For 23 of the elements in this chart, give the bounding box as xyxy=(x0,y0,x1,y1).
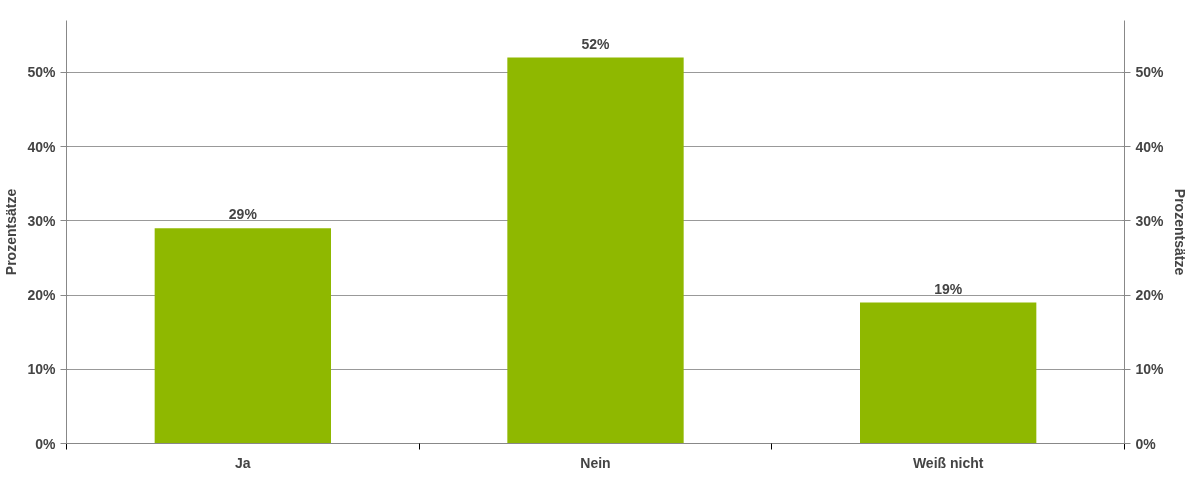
y2-tick-label: 10% xyxy=(1135,361,1165,378)
y-tick-label: 30% xyxy=(27,212,57,229)
y2-tick-label: 50% xyxy=(1135,64,1165,81)
bar xyxy=(507,57,684,444)
bar xyxy=(154,228,331,444)
bar xyxy=(860,302,1037,444)
y2-tick-label: 20% xyxy=(1135,287,1165,304)
y2-tick-label: 0% xyxy=(1135,435,1157,452)
y-tick-label: 10% xyxy=(27,361,57,378)
y-tick-label: 0% xyxy=(35,435,57,452)
x-tick-label: Ja xyxy=(235,454,251,471)
y2-axis-title: Prozentsätze xyxy=(1171,188,1188,276)
x-tick-label: Nein xyxy=(580,454,611,471)
data-label: 19% xyxy=(934,280,963,297)
data-label: 29% xyxy=(228,206,258,223)
y-axis-title: Prozentsätze xyxy=(3,188,20,276)
y-tick-label: 20% xyxy=(27,287,57,304)
y-tick-label: 40% xyxy=(27,138,57,155)
y-tick-label: 50% xyxy=(27,64,57,81)
x-tick-label: Weiß nicht xyxy=(912,454,984,471)
y2-tick-label: 40% xyxy=(1135,138,1165,155)
data-label: 52% xyxy=(581,35,611,52)
y2-tick-label: 30% xyxy=(1135,212,1165,229)
